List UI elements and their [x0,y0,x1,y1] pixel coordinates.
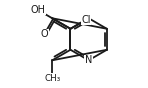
Text: CH₃: CH₃ [44,74,60,83]
Text: O: O [40,29,48,39]
Text: OH: OH [30,5,45,15]
Text: Cl: Cl [81,15,91,25]
Text: N: N [85,55,92,65]
